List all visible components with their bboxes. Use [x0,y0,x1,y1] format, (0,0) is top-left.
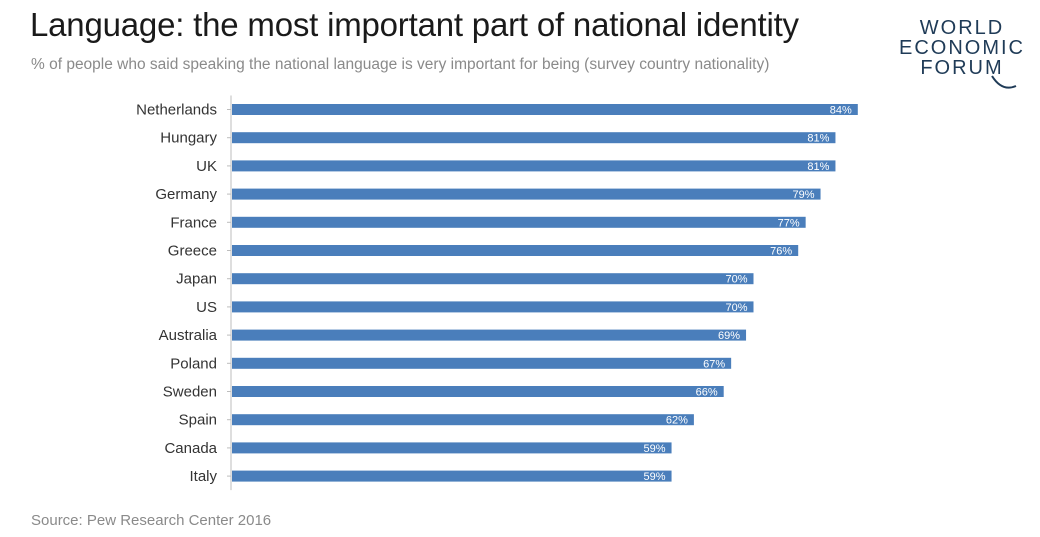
data-label: 59% [644,471,666,483]
bar [232,273,754,285]
data-label: 81% [807,133,829,145]
category-label: Greece [168,243,217,260]
bar [232,104,858,115]
bar [232,414,694,426]
logo-arc-icon [991,75,1017,89]
bar [232,160,836,172]
data-label: 76% [770,246,792,258]
category-label: Poland [170,355,217,372]
chart-title: Language: the most important part of nat… [30,6,799,43]
data-label: 77% [778,217,800,229]
data-label: 79% [793,189,815,201]
bar [232,188,821,200]
bar [232,470,672,482]
category-label: Hungary [160,130,217,147]
category-label: Netherlands [136,102,217,119]
data-label: 84% [830,105,852,117]
bar [232,301,754,313]
data-label: 70% [725,274,747,286]
bar [232,442,672,454]
data-label: 81% [807,161,829,173]
category-label: Italy [189,468,217,485]
category-label: France [170,214,217,231]
data-label: 67% [703,358,725,370]
bar [232,132,836,144]
category-label: US [196,299,217,316]
chart-subtitle: % of people who said speaking the nation… [31,56,770,73]
bar [232,386,724,397]
bar [232,329,747,341]
data-label: 69% [718,330,740,342]
data-label: 59% [644,443,666,455]
category-label: Canada [164,440,217,457]
logo-line-3: FORUM [920,57,1004,79]
logo-line-2: ECONOMIC [899,37,1025,59]
wef-logo: WORLD ECONOMIC FORUM [892,14,1032,94]
logo-line-1: WORLD [919,17,1005,39]
category-label: Spain [179,412,217,429]
bar [232,357,732,369]
category-label: Sweden [163,384,217,401]
bar [232,245,799,256]
category-label: Japan [176,271,217,288]
bar [232,216,806,228]
category-label: Germany [155,186,217,203]
data-label: 62% [666,415,688,427]
category-label: UK [196,158,217,175]
data-label: 66% [696,387,718,399]
data-label: 70% [725,302,747,314]
source-note: Source: Pew Research Center 2016 [31,512,272,529]
category-label: Australia [159,327,218,344]
